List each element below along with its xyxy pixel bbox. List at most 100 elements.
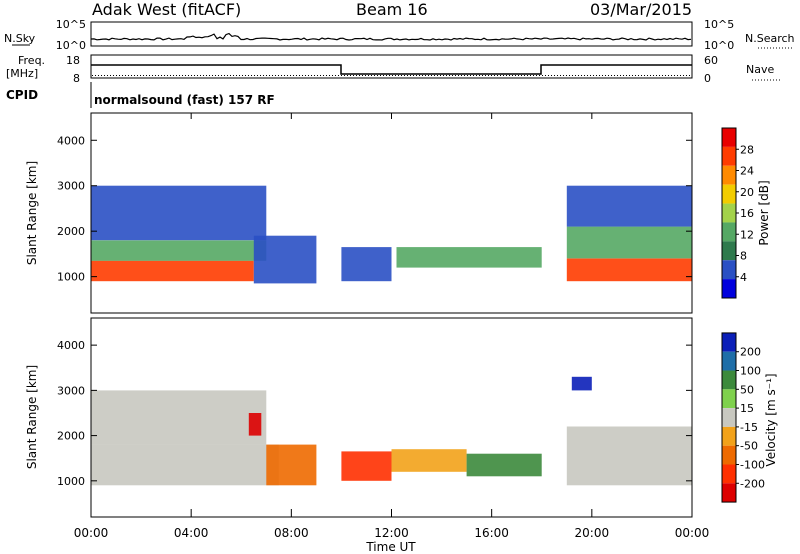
- nsky-frame: [90, 21, 693, 47]
- power-colorbar-label-6: 28: [740, 143, 754, 156]
- power-colorbar-label-1: 8: [740, 250, 747, 263]
- station-title: Adak West (fitACF): [92, 0, 242, 19]
- nave-tick-high: 60: [704, 54, 718, 67]
- power-region-7: [566, 226, 692, 259]
- velocity-colorbar-label-3: 15: [740, 402, 754, 415]
- velocity-colorbar-label-4: -15: [740, 421, 758, 434]
- power-colorbar-label: Power [dB]: [757, 180, 771, 245]
- power-region-2: [91, 185, 267, 241]
- time-tick-label-0: 00:00: [74, 526, 109, 540]
- freq-tick-low: 8: [73, 72, 80, 85]
- power-region-5: [396, 247, 542, 268]
- power-ytick-label-2: 3000: [57, 180, 85, 193]
- velocity-region-0: [91, 444, 279, 486]
- velocity-colorbar-label-7: -200: [740, 477, 765, 490]
- power-ytick-label-1: 2000: [57, 225, 85, 238]
- power-colorbar-segment-0: [722, 128, 736, 147]
- power-colorbar-segment-3: [722, 184, 736, 204]
- freq-tick-high: 18: [66, 54, 80, 67]
- nsky-tick-low: 10^0: [56, 39, 86, 52]
- power-colorbar-segment-5: [722, 222, 736, 242]
- freq-unit-label: [MHz]: [6, 67, 38, 80]
- cpid-text: normalsound (fast) 157 RF: [94, 93, 275, 107]
- power-colorbar-label-5: 24: [740, 165, 754, 178]
- velocity-region-7: [571, 376, 592, 391]
- power-region-6: [566, 258, 692, 282]
- power-colorbar-segment-2: [722, 165, 736, 185]
- power-colorbar-label-0: 4: [740, 271, 747, 284]
- velocity-region-8: [566, 426, 692, 486]
- velocity-ytick-label-0: 1000: [57, 475, 85, 488]
- power-region-4: [341, 247, 392, 282]
- time-tick-label-1: 04:00: [174, 526, 209, 540]
- velocity-colorbar-segment-2: [722, 370, 736, 390]
- time-axis: 00:00 04:00 08:00 12:00 16:00 20:00 00:00: [74, 113, 710, 540]
- velocity-colorbar-label-6: -100: [740, 458, 765, 471]
- nsky-tick-high: 10^5: [56, 18, 86, 31]
- power-colorbar-label-4: 20: [740, 186, 754, 199]
- velocity-region-5: [391, 449, 467, 472]
- nsearch-tick-low: 10^0: [704, 39, 734, 52]
- date-label: 03/Mar/2015: [590, 0, 693, 19]
- cpid-label: CPID: [6, 88, 38, 102]
- nsky-panel: N.Sky 10^5 10^0 10^5 10^0 N.Search: [4, 18, 795, 52]
- velocity-colorbar-segment-0: [722, 332, 736, 352]
- beam-label: Beam 16: [356, 0, 428, 19]
- velocity-colorbar-label-1: 100: [740, 365, 761, 378]
- velocity-colorbar-segment-1: [722, 351, 736, 371]
- velocity-panel: 1000 2000 3000 4000 Slant Range [km] 200 100…: [25, 317, 778, 518]
- freq-frame: [90, 54, 693, 79]
- velocity-colorbar-label-0: 200: [740, 346, 761, 359]
- time-tick-label-4: 16:00: [474, 526, 509, 540]
- velocity-ylabel: Slant Range [km]: [25, 365, 39, 469]
- freq-panel: Freq. [MHz] 18 8 60 0 Nave: [6, 54, 782, 85]
- freq-trace: [91, 64, 692, 75]
- velocity-colorbar: 200 100 50 15 -15 -50 -100 -200: [721, 332, 765, 503]
- power-region-8: [566, 185, 692, 227]
- velocity-y-axis: 1000 2000 3000 4000: [57, 339, 692, 488]
- nsearch-tick-high: 10^5: [704, 18, 734, 31]
- power-heatmap: [91, 185, 692, 284]
- power-ylabel: Slant Range [km]: [25, 161, 39, 265]
- velocity-colorbar-label-2: 50: [740, 383, 754, 396]
- velocity-ytick-label-2: 3000: [57, 384, 85, 397]
- velocity-heatmap: [91, 376, 692, 486]
- velocity-colorbar-label-5: -50: [740, 440, 758, 453]
- velocity-ytick-label-3: 4000: [57, 339, 85, 352]
- velocity-region-1: [91, 390, 267, 445]
- power-colorbar-label-2: 12: [740, 228, 754, 241]
- power-region-0: [91, 260, 254, 282]
- power-ytick-label-3: 4000: [57, 134, 85, 147]
- time-tick-label-3: 12:00: [374, 526, 409, 540]
- velocity-region-2: [248, 413, 262, 436]
- velocity-ytick-label-1: 2000: [57, 430, 85, 443]
- velocity-colorbar-segment-6: [722, 445, 736, 465]
- time-tick-label-2: 08:00: [274, 526, 309, 540]
- nsky-label: N.Sky: [4, 32, 36, 45]
- power-colorbar-segment-7: [722, 260, 736, 280]
- velocity-region-3: [266, 444, 317, 486]
- velocity-colorbar-segment-7: [722, 464, 736, 484]
- velocity-region-4: [341, 451, 392, 481]
- nave-tick-low: 0: [704, 72, 711, 85]
- velocity-colorbar-label: Velocity [m s⁻¹]: [764, 373, 778, 466]
- power-colorbar-segment-4: [722, 203, 736, 223]
- nsearch-label: N.Search: [745, 32, 795, 45]
- power-y-axis: 1000 2000 3000 4000: [57, 134, 692, 284]
- power-region-1: [91, 240, 267, 261]
- power-colorbar: 4 8 12 16 20 24 28: [721, 127, 754, 299]
- velocity-colorbar-segment-5: [722, 426, 736, 446]
- power-ytick-label-0: 1000: [57, 271, 85, 284]
- time-tick-label-6: 00:00: [675, 526, 710, 540]
- nave-label: Nave: [746, 63, 774, 76]
- time-tick-label-5: 20:00: [575, 526, 610, 540]
- power-colorbar-segment-1: [722, 146, 736, 166]
- time-axis-label: Time UT: [365, 540, 416, 554]
- power-colorbar-label-3: 16: [740, 207, 754, 220]
- velocity-colorbar-segment-8: [722, 483, 736, 503]
- nsky-trace: [90, 32, 692, 41]
- power-colorbar-segment-8: [722, 279, 736, 298]
- power-region-3: [253, 235, 317, 284]
- power-colorbar-segment-6: [722, 241, 736, 261]
